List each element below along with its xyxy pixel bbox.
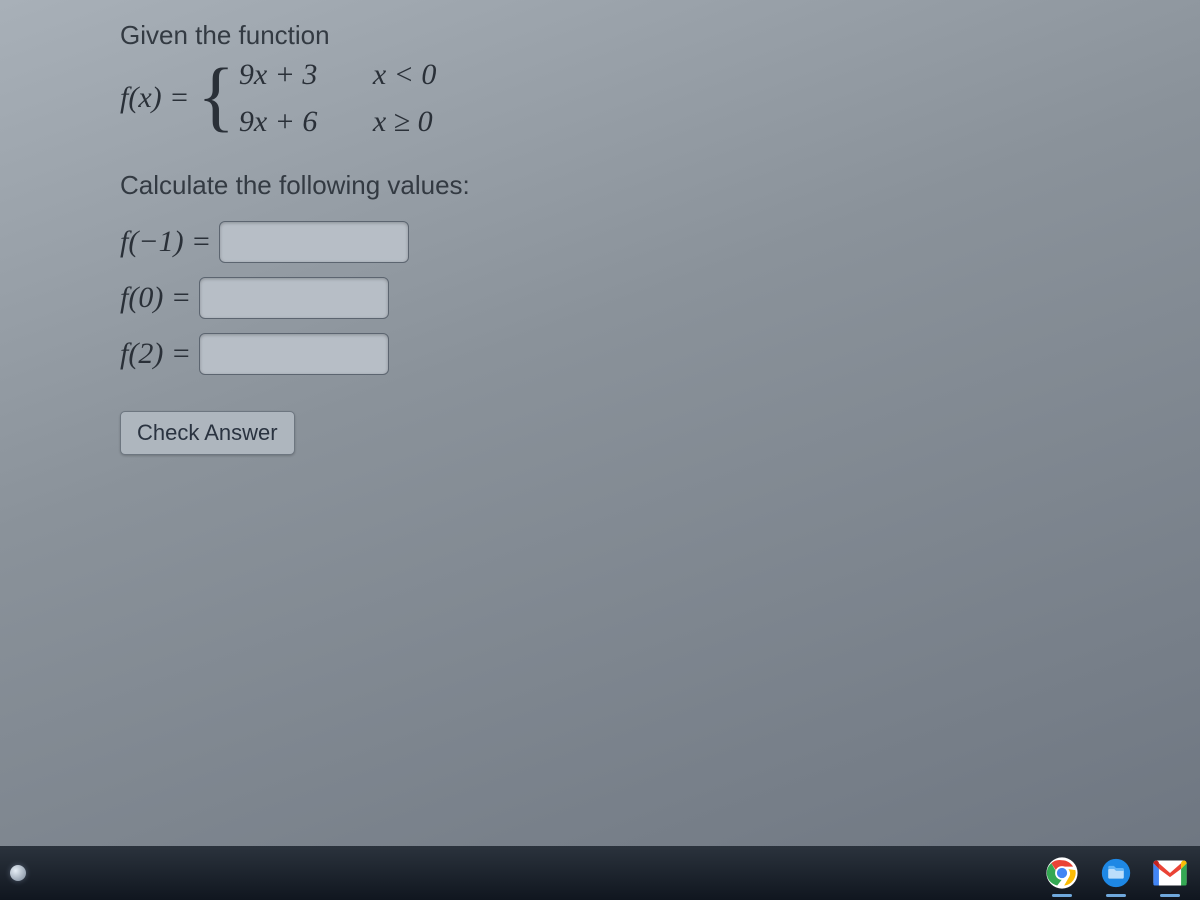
answer-input-f-2[interactable] — [199, 333, 389, 375]
function-lhs: f(x) = — [120, 78, 195, 119]
case-cond: x < 0 — [373, 55, 437, 96]
answer-row: f(2) = — [120, 333, 1200, 375]
problem-area: Given the function f(x) = { 9x + 3 x < 0… — [0, 0, 1200, 455]
start-indicator-icon[interactable] — [10, 865, 26, 881]
gmail-icon[interactable] — [1150, 853, 1190, 893]
answer-input-f-0[interactable] — [199, 277, 389, 319]
answer-label: f(0) = — [120, 278, 191, 319]
case-row: 9x + 3 x < 0 — [239, 55, 437, 96]
answer-label: f(2) = — [120, 334, 191, 375]
calculate-prompt: Calculate the following values: — [120, 168, 1200, 203]
answer-row: f(0) = — [120, 277, 1200, 319]
case-expr: 9x + 6 — [239, 102, 349, 143]
answer-row: f(−1) = — [120, 221, 1200, 263]
case-expr: 9x + 3 — [239, 55, 349, 96]
function-definition: f(x) = { 9x + 3 x < 0 9x + 6 x ≥ 0 — [120, 55, 1200, 142]
files-icon[interactable] — [1096, 853, 1136, 893]
chrome-icon[interactable] — [1042, 853, 1082, 893]
answer-label: f(−1) = — [120, 222, 211, 263]
intro-text: Given the function — [120, 18, 1200, 53]
piecewise-brace: { — [197, 66, 234, 127]
case-cond: x ≥ 0 — [373, 102, 433, 143]
case-row: 9x + 6 x ≥ 0 — [239, 102, 437, 143]
answer-input-f-neg1[interactable] — [219, 221, 409, 263]
taskbar — [0, 846, 1200, 900]
check-answer-button[interactable]: Check Answer — [120, 411, 295, 455]
